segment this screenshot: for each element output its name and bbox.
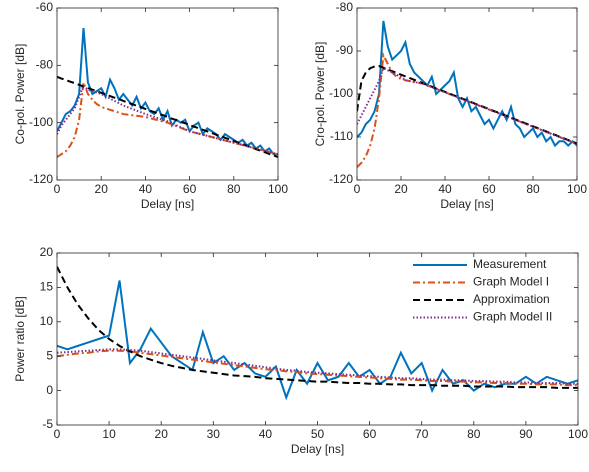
axes-box [356, 7, 578, 181]
legend-label: Graph Model II [473, 310, 552, 324]
x-axis-label: Delay [ns] [291, 442, 344, 456]
y-axis-label: Cro-pol. Power [dB] [313, 42, 327, 147]
y-tick-label: 0 [46, 383, 53, 397]
legend: Measurement Graph Model I Approximation Gra… [413, 257, 552, 324]
y-tick-label: -100 [29, 115, 53, 129]
axes-box [56, 7, 279, 181]
x-tick-label: 40 [438, 182, 452, 196]
y-tick-label: -80 [36, 58, 54, 72]
x-tick-label: 10 [102, 427, 116, 441]
x-tick-label: 60 [363, 427, 377, 441]
y-tick-label: 5 [46, 348, 53, 362]
x-tick-label: 70 [415, 427, 429, 441]
x-tick-label: 50 [311, 427, 325, 441]
y-tick-label: -90 [336, 43, 354, 57]
legend-label: Measurement [473, 257, 547, 271]
x-tick-label: 80 [227, 182, 241, 196]
subplot: 0 20 40 60 80 100 -80 -90 -100 -110 -120 Delay [ns]… [313, 0, 587, 211]
series-line [357, 65, 577, 145]
x-tick-label: 0 [54, 427, 61, 441]
series-line [357, 20, 577, 148]
series-line [57, 27, 278, 156]
series-line [57, 348, 578, 385]
x-tick-label: 80 [467, 427, 481, 441]
x-tick-label: 100 [268, 182, 288, 196]
y-tick-label: 10 [40, 314, 54, 328]
legend-label: Graph Model I [473, 275, 549, 289]
series-line [57, 83, 278, 156]
x-tick-label: 40 [259, 427, 273, 441]
x-tick-label: 80 [526, 182, 540, 196]
x-tick-label: 100 [567, 182, 587, 196]
y-tick-label: -60 [36, 0, 54, 14]
y-axis-label: Power ratio [dB] [13, 296, 27, 381]
y-axis-label: Co-pol. Power [dB] [13, 44, 27, 145]
x-tick-label: 20 [155, 427, 169, 441]
x-axis-label: Delay [ns] [440, 197, 493, 211]
x-tick-label: 0 [354, 182, 361, 196]
x-tick-label: 30 [207, 427, 221, 441]
series-line [57, 266, 578, 389]
legend-label: Approximation [473, 292, 550, 306]
y-tick-label: 15 [40, 280, 54, 294]
x-tick-label: 100 [568, 427, 588, 441]
y-tick-label: -100 [329, 86, 353, 100]
x-tick-label: 40 [139, 182, 153, 196]
series-line [357, 66, 577, 145]
y-tick-label: -80 [336, 0, 354, 14]
y-tick-label: 20 [40, 245, 54, 259]
series-line [57, 75, 278, 159]
series-line [357, 51, 577, 168]
x-axis-label: Delay [ns] [141, 197, 194, 211]
y-tick-label: -110 [330, 129, 353, 143]
y-tick-label: -5 [42, 417, 53, 431]
y-tick-label: -120 [329, 172, 353, 186]
y-tick-label: -120 [29, 172, 53, 186]
x-tick-label: 20 [95, 182, 109, 196]
x-tick-label: 20 [394, 182, 408, 196]
subplot: 0 20 40 60 80 100 -60 -80 -100 -120 Delay [ns] Co-p… [13, 0, 288, 211]
series-line [57, 349, 578, 387]
x-tick-label: 60 [183, 182, 197, 196]
x-tick-label: 60 [482, 182, 496, 196]
x-tick-label: 90 [519, 427, 533, 441]
x-tick-label: 0 [54, 182, 61, 196]
